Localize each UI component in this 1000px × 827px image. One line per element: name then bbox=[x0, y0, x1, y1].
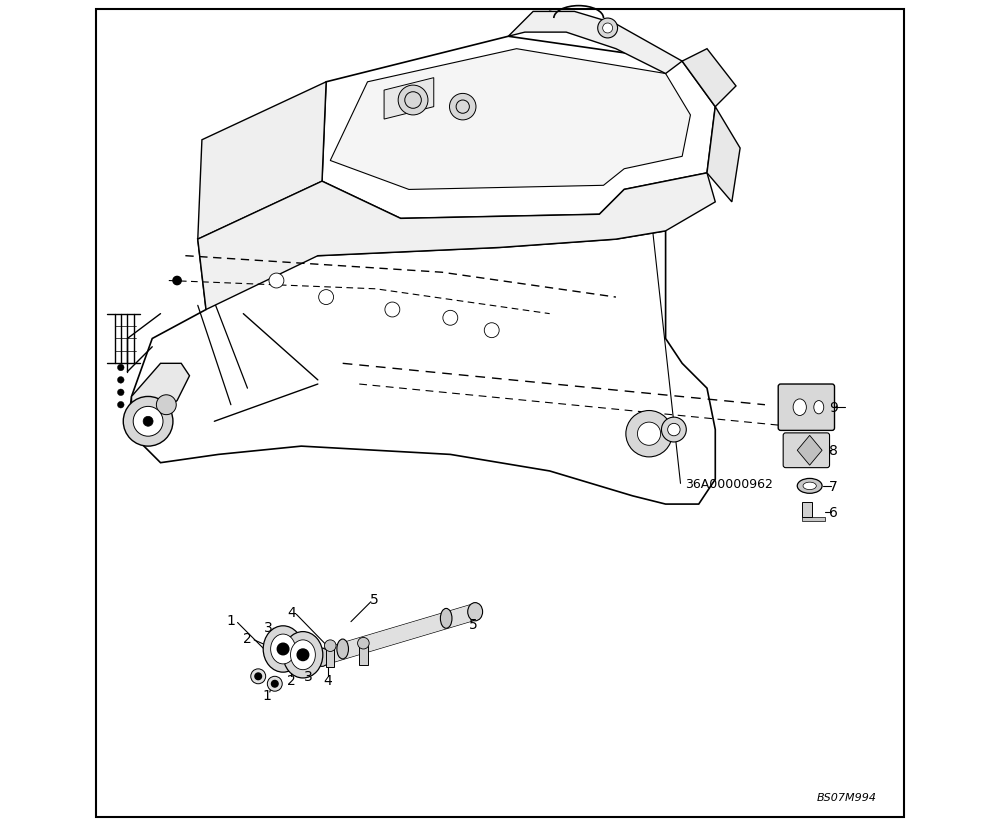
Ellipse shape bbox=[291, 640, 315, 670]
Ellipse shape bbox=[283, 632, 323, 678]
Circle shape bbox=[484, 323, 499, 338]
Ellipse shape bbox=[263, 626, 303, 672]
Circle shape bbox=[117, 390, 124, 396]
Polygon shape bbox=[127, 232, 715, 504]
Circle shape bbox=[319, 290, 334, 305]
Ellipse shape bbox=[797, 479, 822, 494]
Ellipse shape bbox=[337, 639, 348, 659]
Circle shape bbox=[324, 640, 336, 652]
FancyBboxPatch shape bbox=[783, 433, 830, 468]
Circle shape bbox=[668, 423, 680, 437]
Text: 9: 9 bbox=[829, 401, 838, 414]
Polygon shape bbox=[508, 12, 682, 74]
Circle shape bbox=[143, 417, 153, 427]
Circle shape bbox=[117, 365, 124, 371]
Circle shape bbox=[255, 673, 262, 680]
Circle shape bbox=[269, 274, 284, 289]
Circle shape bbox=[117, 402, 124, 409]
Ellipse shape bbox=[468, 603, 483, 621]
Polygon shape bbox=[198, 83, 326, 240]
Circle shape bbox=[267, 676, 282, 691]
Circle shape bbox=[398, 86, 428, 116]
Polygon shape bbox=[198, 174, 715, 310]
Circle shape bbox=[603, 24, 613, 34]
Ellipse shape bbox=[440, 609, 452, 629]
Circle shape bbox=[173, 277, 181, 285]
Text: 36A00000962: 36A00000962 bbox=[685, 477, 773, 490]
Circle shape bbox=[449, 94, 476, 121]
Bar bbox=[359, 647, 368, 665]
Polygon shape bbox=[132, 364, 190, 422]
Text: 2: 2 bbox=[243, 632, 252, 645]
Circle shape bbox=[598, 19, 618, 39]
Circle shape bbox=[277, 643, 289, 655]
Text: 6: 6 bbox=[829, 506, 838, 519]
Text: 3: 3 bbox=[304, 670, 312, 683]
Circle shape bbox=[626, 411, 672, 457]
Circle shape bbox=[271, 681, 278, 687]
Ellipse shape bbox=[315, 648, 329, 667]
Circle shape bbox=[133, 407, 163, 437]
FancyBboxPatch shape bbox=[778, 385, 835, 431]
Text: 1: 1 bbox=[226, 614, 235, 627]
Circle shape bbox=[156, 395, 176, 415]
Ellipse shape bbox=[793, 399, 806, 416]
Bar bbox=[802, 502, 812, 517]
Ellipse shape bbox=[814, 401, 824, 414]
Ellipse shape bbox=[271, 634, 295, 664]
Polygon shape bbox=[330, 50, 690, 190]
Text: 1: 1 bbox=[262, 688, 271, 701]
Circle shape bbox=[443, 311, 458, 326]
Circle shape bbox=[661, 418, 686, 442]
Polygon shape bbox=[682, 50, 736, 108]
Ellipse shape bbox=[803, 483, 816, 490]
Bar bbox=[802, 517, 825, 522]
Polygon shape bbox=[384, 79, 434, 120]
Text: 7: 7 bbox=[829, 480, 838, 493]
Circle shape bbox=[358, 638, 369, 649]
Circle shape bbox=[637, 423, 661, 446]
Bar bbox=[326, 649, 334, 667]
Text: 2: 2 bbox=[287, 673, 296, 686]
Polygon shape bbox=[322, 37, 715, 219]
Polygon shape bbox=[707, 108, 740, 203]
Text: 5: 5 bbox=[370, 593, 379, 606]
Polygon shape bbox=[322, 604, 475, 666]
Text: BS07M994: BS07M994 bbox=[817, 792, 877, 802]
Polygon shape bbox=[797, 436, 822, 466]
Circle shape bbox=[297, 649, 309, 661]
Text: 4: 4 bbox=[287, 605, 296, 619]
Circle shape bbox=[117, 377, 124, 384]
Text: 3: 3 bbox=[264, 620, 273, 633]
Text: 4: 4 bbox=[323, 673, 332, 686]
Text: 8: 8 bbox=[829, 444, 838, 457]
Circle shape bbox=[385, 303, 400, 318]
Circle shape bbox=[251, 669, 266, 684]
Circle shape bbox=[123, 397, 173, 447]
Text: 5: 5 bbox=[469, 618, 478, 631]
